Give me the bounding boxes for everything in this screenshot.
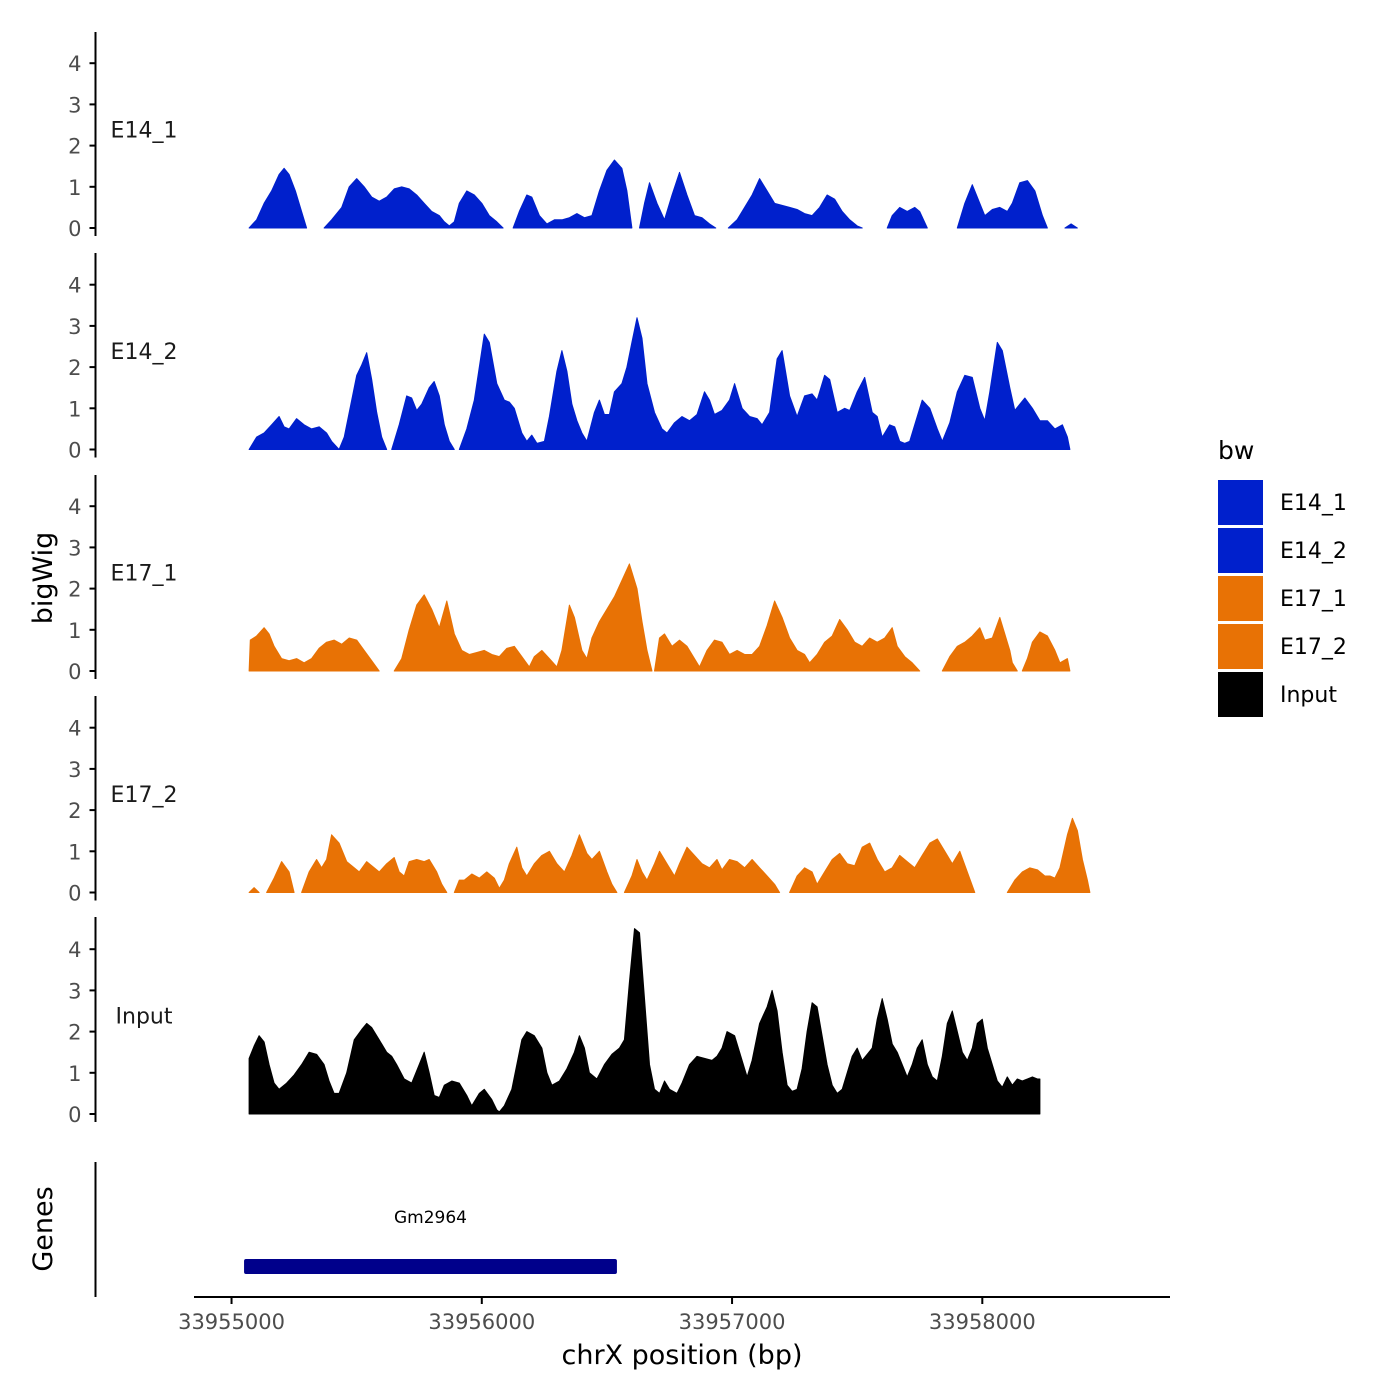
track-Input: 0 1 2 3 4 Input <box>68 917 1041 1127</box>
genes-axis-title: Genes <box>28 1186 59 1271</box>
genes-panel: Gm2964 <box>94 1162 617 1297</box>
area-E14_2-segment-3 <box>458 317 1071 450</box>
track-label-E17_2: E17_2 <box>111 783 178 808</box>
legend-swatch-E17_2 <box>1218 624 1263 669</box>
area-Input-segment-1 <box>248 928 1041 1115</box>
area-E14_1-segment-6 <box>886 206 928 229</box>
track-label-E17_1: E17_1 <box>111 561 178 586</box>
x-tick-label-33957000: 33957000 <box>679 1310 786 1334</box>
legend-swatch-Input <box>1218 672 1263 717</box>
y-tick-label-E17_2-4: 4 <box>68 717 81 741</box>
y-tick-label-Input-2: 2 <box>68 1021 81 1045</box>
y-axis-title: bigWig <box>28 532 59 625</box>
y-tick-label-E14_1-1: 1 <box>68 176 81 200</box>
track-label-E14_1: E14_1 <box>111 118 178 143</box>
legend-label-E14_1: E14_1 <box>1280 491 1347 516</box>
track-E14_1: 0 1 2 3 4 E14_1 <box>68 32 1078 241</box>
area-E14_2-segment-2 <box>391 381 455 450</box>
area-E14_1-segment-7 <box>956 180 1048 229</box>
y-tick-label-Input-4: 4 <box>68 938 81 962</box>
area-E17_2-segment-1 <box>248 887 260 893</box>
area-E14_1-segment-4 <box>639 171 717 229</box>
y-tick-label-E17_1-0: 0 <box>68 660 81 684</box>
y-tick-label-E17_1-2: 2 <box>68 578 81 602</box>
y-tick-label-E17_2-2: 2 <box>68 799 81 823</box>
legend-swatch-E17_1 <box>1218 576 1263 621</box>
legend-swatch-E14_2 <box>1218 528 1263 573</box>
area-E17_2-segment-3 <box>301 834 448 893</box>
legend-items: E14_1 E14_2 E17_1 E17_2 Input <box>1218 480 1347 717</box>
gene-bar-Gm2964 <box>244 1259 617 1274</box>
y-tick-label-Input-3: 3 <box>68 979 81 1003</box>
y-tick-label-Input-0: 0 <box>68 1103 81 1127</box>
area-E17_2-segment-7 <box>1006 817 1091 893</box>
y-tick-label-E14_2-0: 0 <box>68 439 81 463</box>
area-E17_2-segment-4 <box>453 834 618 893</box>
area-E14_1-segment-2 <box>323 178 504 229</box>
legend-title: bw <box>1218 436 1254 465</box>
track-E17_1: 0 1 2 3 4 E17_1 <box>68 475 1071 684</box>
track-label-Input: Input <box>116 1004 173 1029</box>
track-label-E14_2: E14_2 <box>111 340 178 365</box>
area-E17_2-segment-2 <box>266 861 295 893</box>
y-tick-label-E14_1-2: 2 <box>68 135 81 159</box>
x-tick-label-33955000: 33955000 <box>178 1310 285 1334</box>
area-E17_1-segment-3 <box>654 600 921 672</box>
y-tick-label-E14_2-4: 4 <box>68 274 81 298</box>
y-tick-label-E17_1-3: 3 <box>68 536 81 560</box>
y-tick-label-E17_2-1: 1 <box>68 840 81 864</box>
gene-label-Gm2964: Gm2964 <box>394 1208 467 1228</box>
y-tick-label-E14_2-3: 3 <box>68 315 81 339</box>
area-E14_1-segment-5 <box>727 178 863 229</box>
tracks-group: 0 1 2 3 4 E14_1 0 1 2 3 4 E14_2 0 1 2 3 4 E17_1 0 1 2 3 4 E17_2… <box>68 32 1091 1127</box>
area-E17_1-segment-4 <box>941 616 1018 672</box>
legend-label-E14_2: E14_2 <box>1280 539 1347 564</box>
legend-label-Input: Input <box>1280 683 1337 708</box>
area-E17_1-segment-2 <box>393 563 653 672</box>
genes-group: Gm2964 <box>244 1208 617 1274</box>
x-axis-title: chrX position (bp) <box>561 1340 802 1371</box>
area-E17_1-segment-5 <box>1021 631 1071 672</box>
x-tick-label-33958000: 33958000 <box>929 1310 1036 1334</box>
y-tick-label-E14_2-2: 2 <box>68 356 81 380</box>
area-E17_2-segment-5 <box>623 846 781 893</box>
area-E14_1-segment-8 <box>1064 223 1078 229</box>
y-tick-label-E17_1-4: 4 <box>68 495 81 519</box>
area-E14_1-segment-1 <box>248 167 308 229</box>
y-tick-label-Input-1: 1 <box>68 1062 81 1086</box>
legend-label-E17_1: E17_1 <box>1280 587 1347 612</box>
y-tick-label-E14_1-0: 0 <box>68 217 81 241</box>
area-E17_1-segment-1 <box>248 627 380 672</box>
x-tick-label-33956000: 33956000 <box>428 1310 535 1334</box>
track-E17_2: 0 1 2 3 4 E17_2 <box>68 696 1091 906</box>
y-tick-label-E17_2-3: 3 <box>68 758 81 782</box>
legend-label-E17_2: E17_2 <box>1280 635 1347 660</box>
track-E14_2: 0 1 2 3 4 E14_2 <box>68 253 1071 463</box>
y-tick-label-E17_1-1: 1 <box>68 619 81 643</box>
y-tick-label-E14_1-3: 3 <box>68 93 81 117</box>
x-axis: 33955000 33956000 33957000 33958000 <box>178 1296 1170 1334</box>
area-E14_2-segment-1 <box>248 352 388 450</box>
legend-swatch-E14_1 <box>1218 480 1263 525</box>
area-E17_2-segment-6 <box>789 838 976 893</box>
y-tick-label-E17_2-0: 0 <box>68 882 81 906</box>
area-E14_1-segment-3 <box>512 159 633 229</box>
y-tick-label-E14_1-4: 4 <box>68 52 81 76</box>
y-tick-label-E14_2-1: 1 <box>68 397 81 421</box>
legend: bw E14_1 E14_2 E17_1 E17_2 Input <box>1218 436 1347 717</box>
